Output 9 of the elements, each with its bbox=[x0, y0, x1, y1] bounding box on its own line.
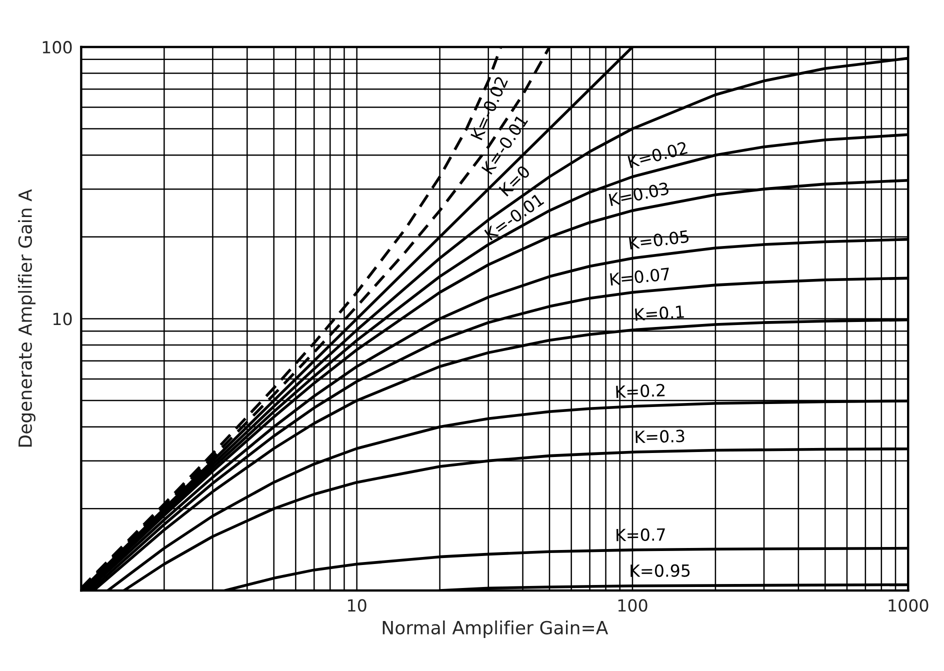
series-label: K=0.1 bbox=[634, 305, 684, 321]
x-tick-label: 100 bbox=[618, 599, 648, 612]
series-label: K=0.2 bbox=[616, 384, 665, 398]
x-tick-label: 1000 bbox=[888, 599, 928, 612]
x-axis-title: Normal Amplifier Gain=A bbox=[382, 620, 608, 638]
text: K=0.07 bbox=[610, 267, 670, 286]
x-tick-label: 10 bbox=[348, 599, 366, 612]
y-axis-title: Degenerate Amplifier Gain A bbox=[18, 189, 36, 447]
series-label: K=0.3 bbox=[636, 430, 684, 444]
